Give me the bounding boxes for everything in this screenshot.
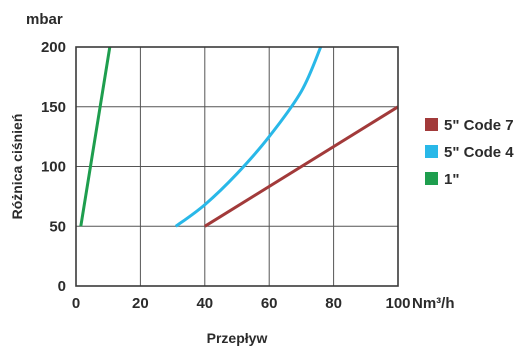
tick-labels: 0 50 100 150 200 0 20 40 60 80 100 (41, 39, 411, 312)
legend-label: 5" Code 4 (444, 144, 514, 161)
plot-frame (75, 46, 399, 287)
x-tick-label: 0 (72, 295, 80, 312)
x-axis-label: Przepływ (207, 330, 268, 346)
x-tick-label: 80 (325, 295, 342, 312)
y-tick-label: 0 (58, 278, 66, 295)
legend-swatch (425, 172, 438, 185)
y-tick-label: 150 (41, 99, 66, 116)
y-axis-label: Różnica ciśnień (9, 114, 25, 220)
legend-swatch (425, 145, 438, 158)
legend-label: 5" Code 7 (444, 117, 514, 134)
x-tick-label: 60 (261, 295, 278, 312)
x-tick-label: 20 (132, 295, 149, 312)
series-line-3 (79, 46, 112, 227)
series-line-2 (174, 46, 323, 228)
x-tick-label: 100 (385, 295, 410, 312)
y-tick-label: 200 (41, 39, 66, 56)
y-tick-label: 100 (41, 159, 66, 176)
y-unit-label: mbar (26, 11, 63, 28)
series-line-1 (204, 105, 399, 228)
legend: 5" Code 7 5" Code 4 1" (425, 117, 514, 188)
legend-label: 1" (444, 171, 459, 188)
x-unit-label: Nm³/h (412, 295, 455, 312)
x-tick-label: 40 (196, 295, 213, 312)
grid (76, 47, 398, 286)
legend-swatch (425, 118, 438, 131)
series-layer (79, 46, 399, 228)
y-tick-label: 50 (49, 218, 66, 235)
